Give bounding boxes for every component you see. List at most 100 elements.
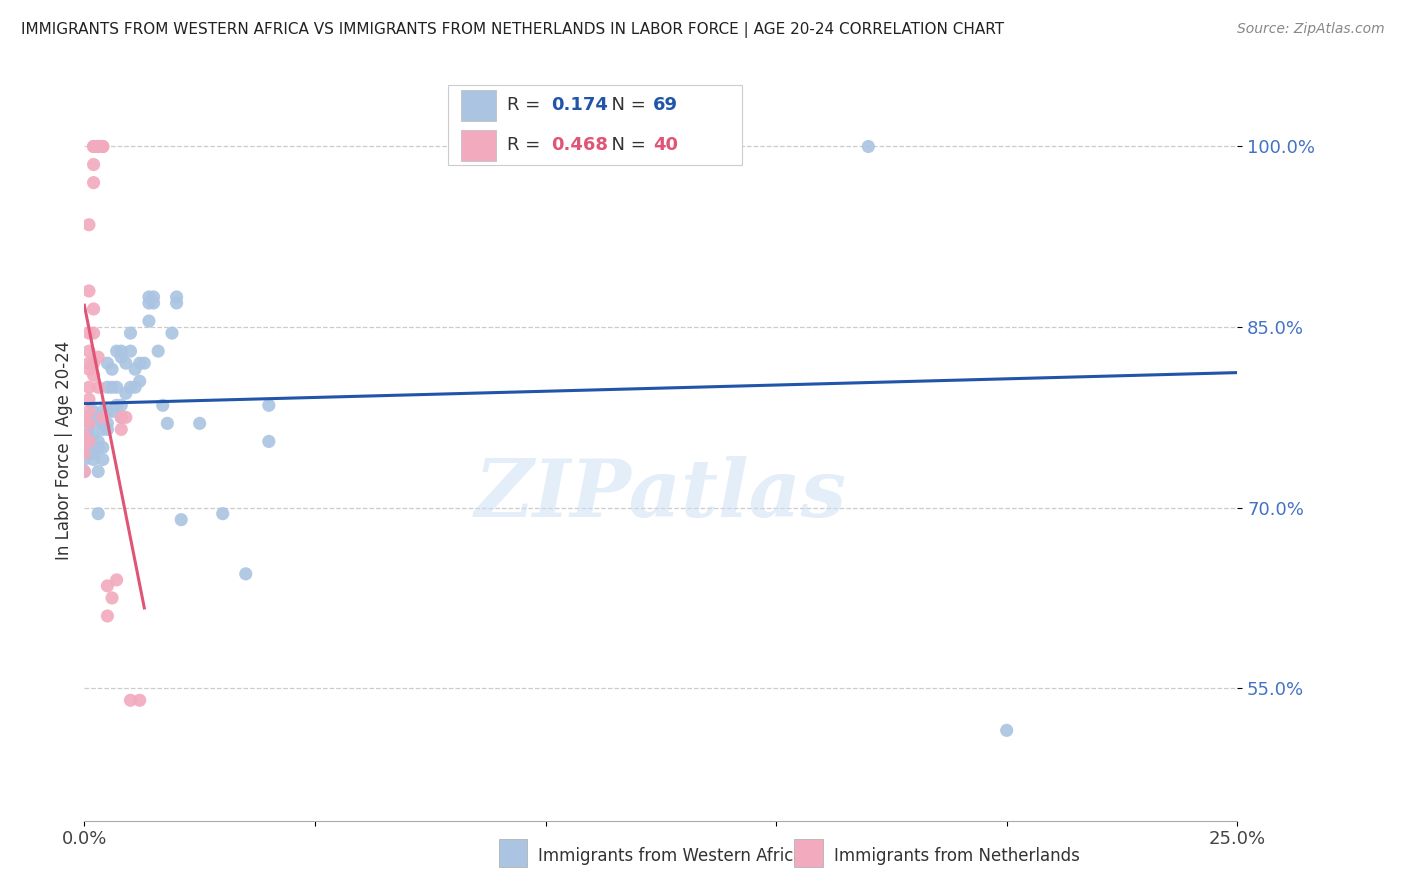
Point: [83, 452, 105, 467]
Text: Immigrants from Western Africa: Immigrants from Western Africa: [538, 847, 804, 864]
Text: Immigrants from Netherlands: Immigrants from Netherlands: [834, 847, 1080, 864]
Point: [73, 434, 96, 449]
Point: [91, 422, 114, 436]
Point: [91, 452, 114, 467]
Text: 69: 69: [652, 96, 678, 114]
Point: [77, 326, 100, 340]
Text: Source: ZipAtlas.com: Source: ZipAtlas.com: [1237, 22, 1385, 37]
Point: [73, 465, 96, 479]
Point: [91, 139, 114, 153]
Text: N =: N =: [600, 136, 651, 154]
Point: [142, 296, 165, 310]
Text: R =: R =: [508, 136, 547, 154]
Point: [73, 452, 96, 467]
Point: [101, 362, 124, 376]
Point: [115, 410, 138, 425]
Point: [105, 398, 128, 412]
Point: [83, 176, 105, 190]
Point: [142, 290, 165, 304]
FancyBboxPatch shape: [461, 130, 496, 161]
Point: [188, 417, 211, 431]
Point: [105, 344, 128, 359]
Point: [87, 441, 110, 455]
Point: [110, 422, 132, 436]
Point: [152, 398, 174, 412]
Point: [120, 326, 142, 340]
Point: [120, 344, 142, 359]
Text: IMMIGRANTS FROM WESTERN AFRICA VS IMMIGRANTS FROM NETHERLANDS IN LABOR FORCE | A: IMMIGRANTS FROM WESTERN AFRICA VS IMMIGR…: [21, 22, 1004, 38]
FancyBboxPatch shape: [461, 90, 496, 121]
Point: [73, 410, 96, 425]
Point: [91, 404, 114, 418]
Point: [77, 380, 100, 394]
Point: [77, 404, 100, 418]
Point: [73, 465, 96, 479]
Point: [87, 410, 110, 425]
Text: 0.468: 0.468: [551, 136, 609, 154]
Point: [73, 446, 96, 460]
Point: [83, 368, 105, 383]
Point: [96, 356, 118, 370]
Point: [105, 573, 128, 587]
Point: [96, 609, 118, 624]
Point: [96, 404, 118, 418]
Text: R =: R =: [508, 96, 547, 114]
Point: [77, 446, 100, 460]
Point: [77, 434, 100, 449]
Point: [73, 428, 96, 442]
Point: [87, 465, 110, 479]
Point: [995, 723, 1018, 738]
Point: [120, 380, 142, 394]
Point: [91, 139, 114, 153]
Point: [115, 386, 138, 401]
Point: [211, 507, 233, 521]
Point: [83, 139, 105, 153]
Point: [77, 417, 100, 431]
Point: [166, 290, 188, 304]
Point: [128, 693, 150, 707]
Point: [166, 296, 188, 310]
Text: 0.174: 0.174: [551, 96, 609, 114]
Point: [83, 428, 105, 442]
Point: [257, 398, 280, 412]
Point: [87, 350, 110, 364]
Text: N =: N =: [600, 96, 651, 114]
Point: [96, 417, 118, 431]
Point: [83, 326, 105, 340]
Point: [146, 344, 169, 359]
Point: [83, 301, 105, 316]
Point: [138, 296, 160, 310]
Point: [858, 139, 880, 153]
Point: [77, 428, 100, 442]
Point: [128, 356, 150, 370]
Point: [87, 139, 110, 153]
Point: [235, 566, 257, 581]
Point: [110, 398, 132, 412]
Point: [87, 139, 110, 153]
FancyBboxPatch shape: [447, 86, 741, 165]
Point: [87, 380, 110, 394]
Point: [77, 434, 100, 449]
Point: [170, 513, 193, 527]
Point: [627, 139, 650, 153]
Point: [87, 434, 110, 449]
Point: [91, 441, 114, 455]
Point: [77, 417, 100, 431]
Point: [257, 434, 280, 449]
Point: [83, 157, 105, 171]
Point: [83, 404, 105, 418]
Point: [77, 284, 100, 298]
Point: [134, 356, 156, 370]
Point: [83, 417, 105, 431]
Point: [77, 344, 100, 359]
Point: [160, 326, 183, 340]
Point: [73, 428, 96, 442]
Point: [83, 446, 105, 460]
Point: [120, 693, 142, 707]
Point: [156, 417, 179, 431]
Point: [91, 417, 114, 431]
Point: [91, 410, 114, 425]
Y-axis label: In Labor Force | Age 20-24: In Labor Force | Age 20-24: [55, 341, 73, 560]
Point: [138, 314, 160, 328]
Point: [96, 579, 118, 593]
